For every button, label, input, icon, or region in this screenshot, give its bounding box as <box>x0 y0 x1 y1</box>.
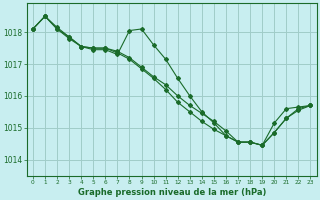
X-axis label: Graphe pression niveau de la mer (hPa): Graphe pression niveau de la mer (hPa) <box>77 188 266 197</box>
